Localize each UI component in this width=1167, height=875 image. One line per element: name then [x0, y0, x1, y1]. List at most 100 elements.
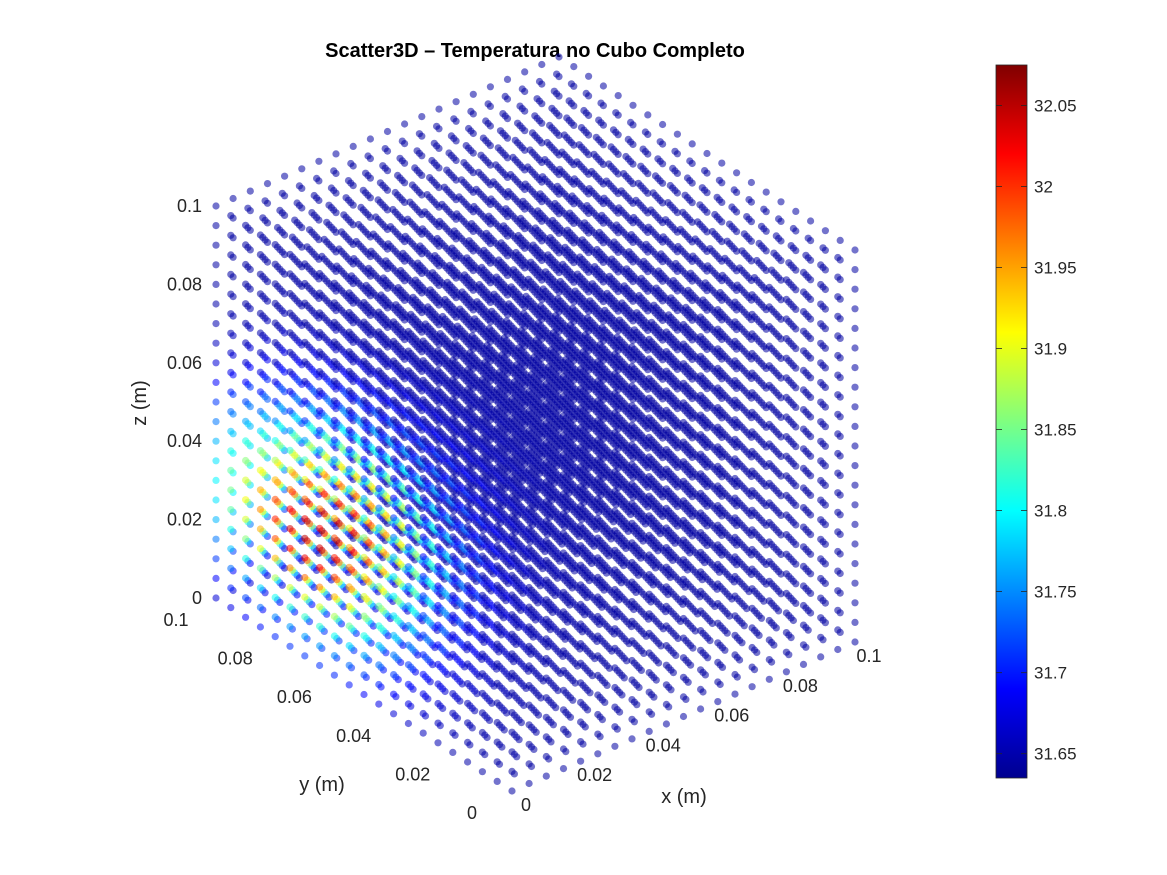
- scatter-point: [817, 574, 825, 583]
- scatter-point: [748, 683, 756, 691]
- scatter-point: [256, 545, 264, 553]
- scatter-point: [834, 489, 842, 497]
- scatter-point: [834, 606, 842, 614]
- scatter-point: [533, 95, 541, 103]
- scatter-point: [599, 82, 608, 90]
- scatter-point: [799, 523, 808, 531]
- scatter-point: [256, 505, 264, 513]
- scatter-point: [514, 119, 522, 127]
- scatter-point: [641, 128, 650, 136]
- scatter-point: [834, 528, 842, 536]
- scatter-point: [360, 671, 368, 679]
- scatter-point: [538, 60, 546, 69]
- scatter-point: [242, 476, 250, 484]
- scatter-point: [271, 495, 279, 503]
- scatter-point: [212, 398, 220, 406]
- scatter-point: [212, 594, 220, 602]
- scatter-point: [834, 626, 842, 634]
- scatter-point: [851, 579, 859, 587]
- scatter-point: [467, 107, 475, 115]
- scatter-point: [851, 540, 859, 548]
- scatter-point: [782, 668, 791, 676]
- scatter-point: [286, 603, 294, 611]
- scatter-point: [212, 418, 220, 426]
- scatter-point: [799, 601, 808, 610]
- scatter-point: [765, 656, 773, 664]
- scatter-point: [465, 124, 473, 133]
- scatter-point: [577, 124, 586, 132]
- scatter-point: [731, 670, 739, 679]
- scatter-point: [765, 597, 773, 605]
- scatter-point: [212, 574, 220, 583]
- scatter-point: [447, 132, 455, 140]
- scatter-point: [609, 126, 618, 134]
- scatter-point: [765, 616, 773, 625]
- scatter-point: [656, 138, 664, 146]
- scatter-point: [799, 621, 808, 629]
- scatter-point: [528, 129, 537, 137]
- scatter-point: [256, 466, 264, 474]
- scatter-point: [834, 587, 842, 595]
- scatter-point: [482, 117, 490, 125]
- scatter-point: [585, 72, 593, 80]
- scatter-point: [242, 574, 250, 582]
- scatter-point: [714, 678, 722, 686]
- scatter-point: [595, 116, 603, 124]
- scatter-point: [330, 671, 338, 679]
- scatter-point: [286, 544, 294, 552]
- scatter-point: [679, 712, 688, 721]
- scatter-point: [851, 462, 859, 470]
- scatter-point: [330, 632, 338, 640]
- scatter-point: [765, 636, 773, 644]
- scatter-point: [782, 589, 791, 598]
- scatter-point: [227, 545, 235, 553]
- scatter-point: [851, 638, 859, 646]
- scatter-point: [316, 661, 324, 670]
- scatter-point: [516, 102, 524, 110]
- scatter-point: [256, 584, 264, 592]
- scatter-point: [748, 604, 756, 612]
- scatter-point: [546, 121, 554, 129]
- scatter-point: [401, 120, 409, 128]
- scatter-point: [242, 496, 250, 504]
- scatter-point: [499, 110, 507, 118]
- scatter-point: [316, 642, 324, 650]
- scatter-point: [242, 456, 250, 465]
- scatter-point: [227, 604, 235, 612]
- scatter-point: [834, 645, 842, 654]
- scatter-point: [555, 53, 563, 61]
- scatter-point: [644, 111, 652, 119]
- chart-title: Scatter3D – Temperatura no Cubo Completo: [325, 40, 745, 62]
- scatter-point: [242, 535, 250, 543]
- scatter-point: [560, 131, 569, 139]
- scatter-point: [256, 564, 264, 572]
- scatter-point: [851, 442, 859, 450]
- scatter-point: [817, 535, 825, 543]
- scatter-point: [450, 115, 458, 123]
- scatter-point: [543, 138, 551, 147]
- scatter-point: [697, 685, 705, 694]
- scatter-point: [629, 101, 637, 109]
- scatter-point: [212, 496, 220, 504]
- scatter-point: [271, 633, 279, 641]
- scatter-point: [242, 437, 250, 445]
- scatter-point: [286, 564, 294, 572]
- scatter-point: [462, 142, 470, 150]
- scatter-point: [703, 149, 711, 158]
- scatter-point: [301, 573, 309, 582]
- scatter-point: [227, 584, 235, 592]
- scatter-point: [622, 152, 630, 161]
- scatter-point: [242, 515, 250, 523]
- scatter-point: [563, 114, 571, 122]
- scatter-point: [433, 122, 441, 130]
- scatter-point: [435, 105, 443, 113]
- scatter-point: [567, 80, 576, 88]
- scatter-point: [271, 515, 279, 523]
- scatter-point: [242, 613, 250, 621]
- scatter-point: [714, 698, 722, 706]
- scatter-point: [360, 690, 368, 699]
- scatter-point: [286, 642, 294, 650]
- scatter-point: [565, 97, 573, 105]
- scatter-point: [834, 547, 842, 556]
- scatter-point: [227, 564, 235, 573]
